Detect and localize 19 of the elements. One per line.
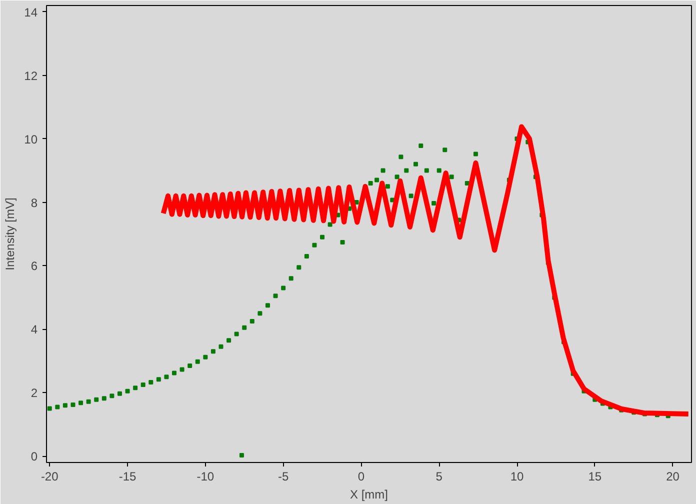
x-tick-label: 5 [436, 470, 443, 484]
x-tick-label: 20 [666, 470, 680, 484]
y-tick-label: 12 [24, 68, 38, 83]
x-tick-label: -15 [118, 470, 137, 484]
x-axis-title: X [mm] [350, 488, 388, 502]
y-tick-label: 0 [30, 450, 38, 464]
y-tick-label: 6 [30, 259, 38, 274]
x-tick-label: 0 [358, 470, 365, 484]
x-tick-label: -5 [278, 470, 289, 484]
x-tick-label: 15 [588, 470, 602, 484]
y-tick-label: 2 [30, 386, 38, 400]
x-tick-label: -20 [40, 470, 59, 484]
y-tick-label: 4 [30, 322, 38, 337]
y-axis-title: Intensity [mV] [3, 198, 18, 270]
y-tick-label: 10 [24, 132, 38, 146]
x-tick-label: 10 [510, 470, 524, 484]
y-tick-label: 8 [30, 196, 38, 210]
y-tick-label: 14 [24, 5, 38, 20]
x-tick-label: -10 [196, 470, 214, 484]
